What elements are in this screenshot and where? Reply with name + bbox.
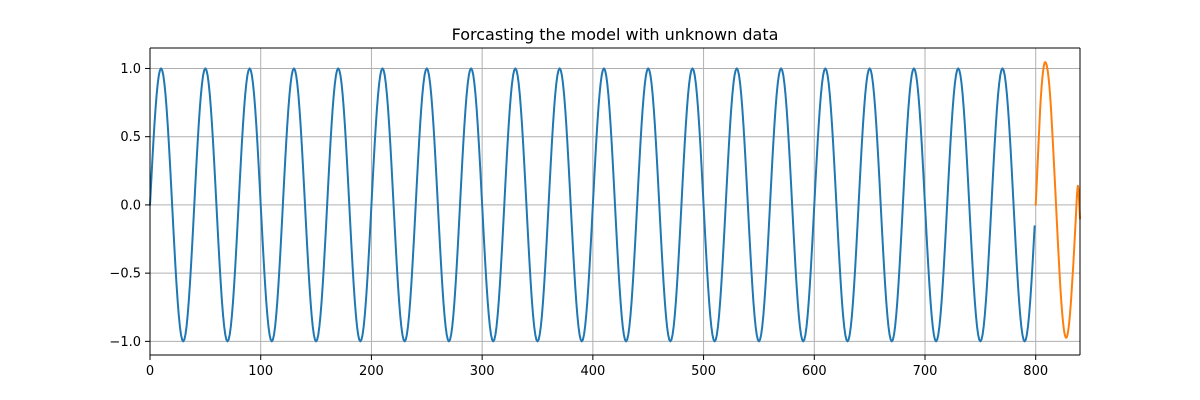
x-tick-label: 300 (470, 364, 495, 379)
y-tick-label: 0.0 (120, 198, 141, 213)
y-tick-label: −1.0 (109, 335, 141, 350)
x-tick-label: 700 (913, 364, 938, 379)
x-tick-label: 0 (146, 364, 154, 379)
chart-title: Forcasting the model with unknown data (452, 25, 779, 44)
x-tick-label: 400 (580, 364, 605, 379)
y-tick-label: 0.5 (120, 130, 141, 145)
y-tick-label: −0.5 (109, 267, 141, 282)
x-tick-label: 500 (691, 364, 716, 379)
plot-area (149, 61, 1081, 343)
x-tick-label: 100 (248, 364, 273, 379)
y-tick-label: 1.0 (120, 62, 141, 77)
ticks: 0 100 200 300 400 500 600 700 800 −1.0 −0.5 0.0 0.5 1… (109, 62, 1048, 379)
x-tick-label: 200 (359, 364, 384, 379)
x-tick-label: 800 (1023, 364, 1048, 379)
series-line-2 (1034, 61, 1081, 339)
series-line-1 (149, 67, 1036, 343)
x-tick-label: 600 (802, 364, 827, 379)
